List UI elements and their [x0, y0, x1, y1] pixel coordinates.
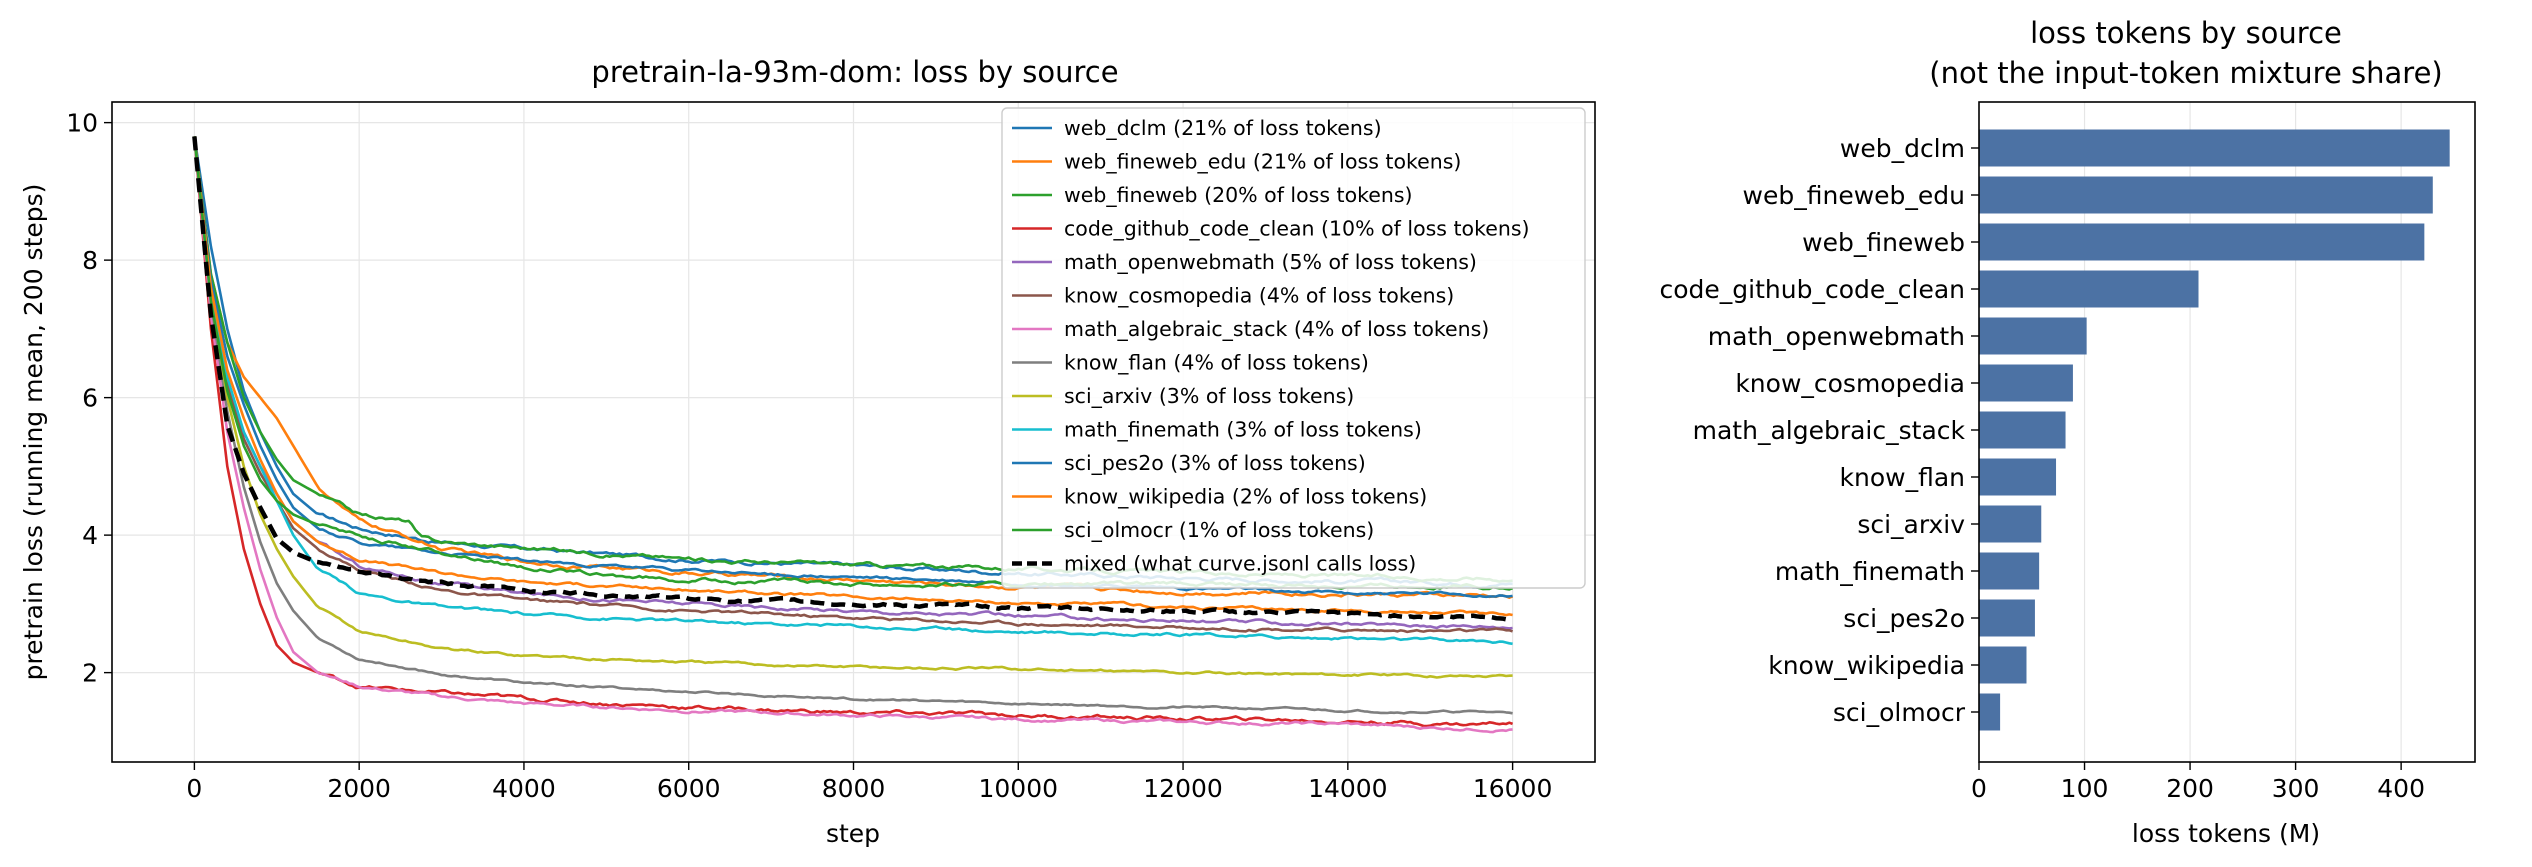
bar-label-code_github_code_clean: code_github_code_clean	[1660, 275, 1966, 304]
line-chart-x-ticks: 0 2000 4000 6000 8000 10000 12000 14000 16000	[186, 762, 1552, 803]
series-line-sci_arxiv	[193, 136, 1513, 679]
series-line-math_algebraic_stack	[193, 136, 1513, 734]
bar-label-math_algebraic_stack: math_algebraic_stack	[1693, 416, 1966, 445]
bar-label-know_cosmopedia: know_cosmopedia	[1735, 369, 1965, 398]
bar-chart-x-label: loss tokens (M)	[2132, 819, 2320, 848]
series-line-mixed	[192, 136, 1513, 622]
bar-label-know_wikipedia: know_wikipedia	[1768, 651, 1965, 680]
series-line-know_flan	[193, 136, 1513, 715]
bar-label-sci_arxiv: sci_arxiv	[1857, 510, 1965, 539]
bar-label-web_fineweb_edu: web_fineweb_edu	[1743, 181, 1965, 210]
bar-sci_arxiv	[1979, 505, 2042, 543]
line-chart-x-tick-label: 4000	[492, 774, 556, 803]
bar-know_wikipedia	[1979, 646, 2027, 684]
bar-chart-title-line-2: (not the input-token mixture share)	[1929, 56, 2442, 90]
bar-math_algebraic_stack	[1979, 411, 2066, 449]
bar-chart-x-tick-label: 100	[2061, 774, 2109, 803]
legend-entry-web_fineweb_edu: web_fineweb_edu (21% of loss tokens)	[1064, 150, 1461, 175]
line-chart-x-tick-label: 14000	[1308, 774, 1388, 803]
line-chart-y-tick-label: 6	[82, 384, 98, 413]
bar-chart-category-labels: web_dclm web_fineweb_edu web_fineweb code_g…	[1660, 134, 1979, 727]
line-chart-y-tick-label: 4	[82, 521, 98, 550]
bar-web_fineweb_edu	[1979, 176, 2433, 214]
line-chart-x-tick-label: 6000	[657, 774, 721, 803]
legend-entry-sci_pes2o: sci_pes2o (3% of loss tokens)	[1064, 451, 1366, 476]
line-chart-x-tick-label: 2000	[327, 774, 391, 803]
series-line-math_finemath	[193, 136, 1513, 646]
bar-chart-x-tick-label: 300	[2272, 774, 2320, 803]
line-chart-x-tick-label: 12000	[1143, 774, 1223, 803]
line-chart-y-label: pretrain loss (running mean, 200 steps)	[19, 184, 48, 681]
line-chart-x-tick-label: 16000	[1473, 774, 1553, 803]
line-chart-plot-area	[192, 136, 1514, 734]
bar-chart-title-line-1: loss tokens by source	[2030, 16, 2342, 50]
bar-web_fineweb	[1979, 223, 2425, 261]
line-chart-legend: web_dclm (21% of loss tokens) web_fineweb…	[1001, 107, 1586, 589]
line-chart-x-tick-label: 0	[186, 774, 202, 803]
legend-box	[1001, 107, 1586, 589]
series-line-code_github_code_clean	[193, 136, 1514, 728]
legend-entry-math_openwebmath: math_openwebmath (5% of loss tokens)	[1064, 250, 1477, 275]
bar-sci_olmocr	[1979, 693, 2001, 731]
bar-label-math_openwebmath: math_openwebmath	[1708, 322, 1965, 351]
series-line-math_openwebmath	[193, 136, 1513, 630]
line-chart-y-tick-label: 10	[66, 109, 98, 138]
legend-entry-sci_olmocr: sci_olmocr (1% of loss tokens)	[1064, 518, 1374, 543]
bar-chart-x-ticks: 0 100 200 300 400	[1971, 762, 2425, 803]
bar-chart-plot-area	[1979, 129, 2450, 731]
line-chart: pretrain-la-93m-dom: loss by source 0 200…	[19, 55, 1596, 848]
legend-entry-know_wikipedia: know_wikipedia (2% of loss tokens)	[1064, 485, 1427, 510]
bar-know_cosmopedia	[1979, 364, 2073, 402]
line-chart-y-ticks: 2 4 6 8 10	[66, 109, 112, 688]
bar-web_dclm	[1979, 129, 2450, 167]
legend-entry-math_finemath: math_finemath (3% of loss tokens)	[1064, 418, 1422, 443]
bar-math_finemath	[1979, 552, 2040, 590]
legend-entry-sci_arxiv: sci_arxiv (3% of loss tokens)	[1064, 384, 1354, 409]
legend-entry-code_github_code_clean: code_github_code_clean (10% of loss toke…	[1064, 217, 1530, 242]
bar-chart-x-tick-label: 200	[2166, 774, 2214, 803]
series-line-web_fineweb_edu	[193, 136, 1514, 599]
legend-entry-know_cosmopedia: know_cosmopedia (4% of loss tokens)	[1064, 284, 1454, 309]
bar-chart-frame	[1978, 101, 2476, 763]
bar-label-web_fineweb: web_fineweb	[1802, 228, 1965, 257]
line-chart-x-tick-label: 8000	[822, 774, 886, 803]
line-chart-x-tick-label: 10000	[979, 774, 1059, 803]
bar-know_flan	[1979, 458, 2057, 496]
bar-label-sci_olmocr: sci_olmocr	[1833, 698, 1966, 727]
bar-code_github_code_clean	[1979, 270, 2199, 308]
bar-chart-x-tick-label: 400	[2377, 774, 2425, 803]
line-chart-y-tick-label: 8	[82, 246, 98, 275]
legend-entry-web_dclm: web_dclm (21% of loss tokens)	[1064, 116, 1382, 141]
legend-entry-math_algebraic_stack: math_algebraic_stack (4% of loss tokens)	[1064, 317, 1489, 342]
line-chart-x-label: step	[826, 819, 880, 848]
bar-label-web_dclm: web_dclm	[1840, 134, 1965, 163]
bar-sci_pes2o	[1979, 599, 2035, 637]
series-line-know_cosmopedia	[193, 136, 1514, 634]
line-chart-y-tick-label: 2	[82, 659, 98, 688]
bar-label-know_flan: know_flan	[1840, 463, 1965, 492]
bar-chart: loss tokens by source (not the input-tok…	[1660, 16, 2476, 848]
bar-label-math_finemath: math_finemath	[1775, 557, 1965, 586]
bar-chart-x-tick-label: 0	[1971, 774, 1987, 803]
legend-entry-mixed: mixed (what curve.jsonl calls loss)	[1064, 552, 1416, 576]
legend-entry-know_flan: know_flan (4% of loss tokens)	[1064, 351, 1369, 376]
legend-entry-web_fineweb: web_fineweb (20% of loss tokens)	[1064, 183, 1413, 208]
bar-label-sci_pes2o: sci_pes2o	[1843, 604, 1965, 633]
bar-math_openwebmath	[1979, 317, 2087, 355]
line-chart-title: pretrain-la-93m-dom: loss by source	[591, 55, 1118, 89]
